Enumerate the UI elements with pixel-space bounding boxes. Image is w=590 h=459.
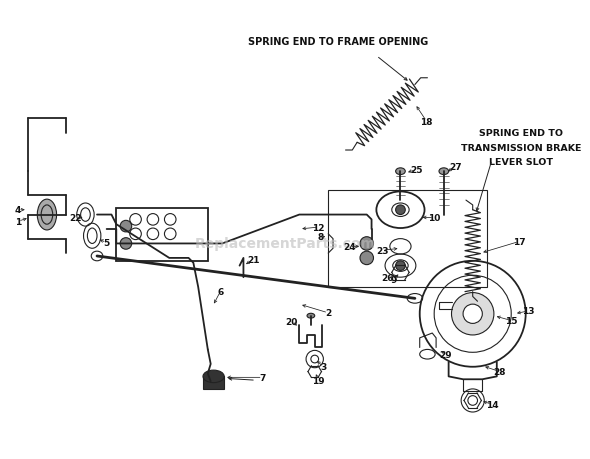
Ellipse shape <box>439 168 448 175</box>
Text: 9: 9 <box>391 275 397 284</box>
Bar <box>203 376 224 389</box>
Text: TRANSMISSION BRAKE: TRANSMISSION BRAKE <box>461 143 581 152</box>
Text: 1: 1 <box>15 217 21 226</box>
Circle shape <box>120 238 132 250</box>
Text: 15: 15 <box>505 316 517 325</box>
Ellipse shape <box>203 370 224 383</box>
Text: 29: 29 <box>440 350 452 359</box>
Text: 10: 10 <box>428 213 440 223</box>
Text: 5: 5 <box>103 239 110 247</box>
Text: SPRING END TO: SPRING END TO <box>479 129 563 138</box>
Circle shape <box>463 304 483 324</box>
Ellipse shape <box>307 313 314 319</box>
Circle shape <box>396 206 405 215</box>
Circle shape <box>396 261 405 271</box>
Text: 12: 12 <box>312 223 325 232</box>
Circle shape <box>451 293 494 335</box>
Text: 14: 14 <box>486 400 499 409</box>
Circle shape <box>360 252 373 265</box>
Text: 26: 26 <box>382 273 394 282</box>
Ellipse shape <box>396 168 405 175</box>
Text: 7: 7 <box>260 373 266 382</box>
Text: SPRING END TO FRAME OPENING: SPRING END TO FRAME OPENING <box>248 37 428 47</box>
Ellipse shape <box>37 200 57 230</box>
Text: ReplacementParts.com: ReplacementParts.com <box>194 237 375 251</box>
Text: 6: 6 <box>217 287 224 297</box>
Text: 18: 18 <box>420 118 432 126</box>
Text: 20: 20 <box>286 317 298 326</box>
Text: 4: 4 <box>15 206 21 215</box>
Text: 8: 8 <box>317 233 324 242</box>
Text: 19: 19 <box>312 376 325 385</box>
Text: 24: 24 <box>343 242 356 251</box>
Text: 21: 21 <box>247 256 260 265</box>
Text: 13: 13 <box>522 307 535 316</box>
Text: 17: 17 <box>513 237 525 246</box>
Circle shape <box>120 221 132 232</box>
Text: 28: 28 <box>493 367 506 376</box>
Text: 2: 2 <box>325 308 332 318</box>
Circle shape <box>360 237 373 251</box>
Text: 3: 3 <box>320 363 326 371</box>
Text: 22: 22 <box>70 213 82 223</box>
Text: 27: 27 <box>449 162 462 172</box>
Bar <box>328 191 487 287</box>
Text: 25: 25 <box>411 165 423 174</box>
Text: 23: 23 <box>376 246 388 255</box>
Bar <box>116 208 208 261</box>
Text: LEVER SLOT: LEVER SLOT <box>489 158 553 167</box>
